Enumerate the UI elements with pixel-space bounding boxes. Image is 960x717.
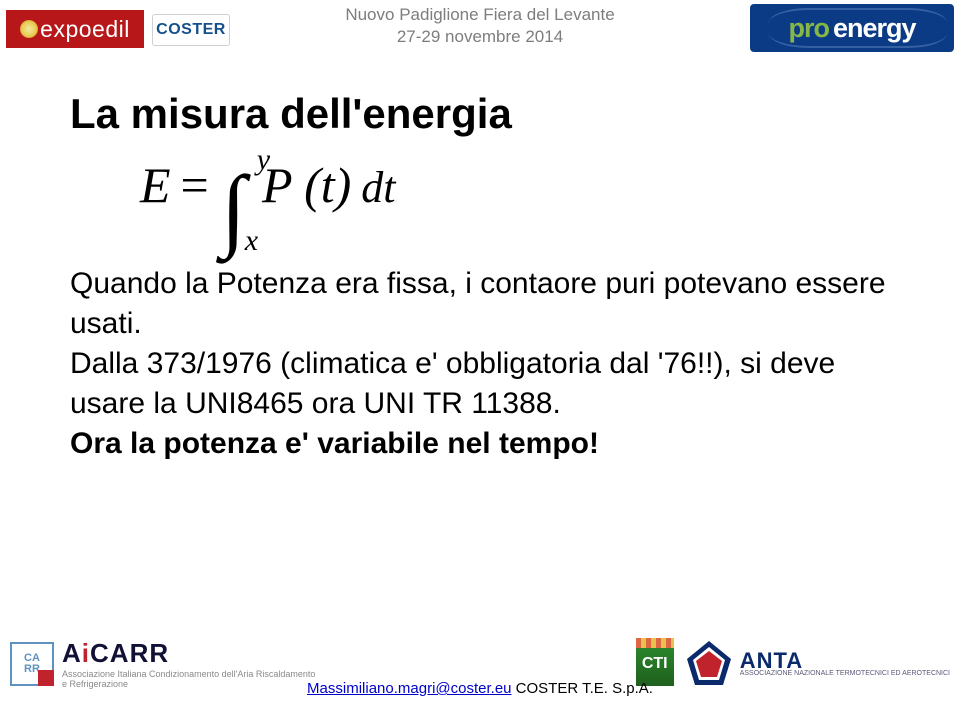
anta-text: ANTA xyxy=(740,652,950,670)
anta-subtitle: ASSOCIAZIONE NAZIONALE TERMOTECNICI ED A… xyxy=(740,670,950,677)
formula: E = y ∫ x P (t) dt xyxy=(140,156,890,234)
proenergy-logo: pro energy xyxy=(750,4,954,52)
footer-suffix: COSTER T.E. S.p.A. xyxy=(512,680,653,697)
formula-lhs: E xyxy=(140,157,171,213)
slide-page: expoedil COSTER Nuovo Padiglione Fiera d… xyxy=(0,0,960,717)
swoosh-icon xyxy=(768,8,948,48)
aicarr-carr: CARR xyxy=(90,638,169,668)
carr-logo: CA RR xyxy=(10,642,54,686)
body-line1: Quando la Potenza era fissa, i contaore … xyxy=(70,267,886,340)
integral-icon: ∫ xyxy=(221,173,246,243)
aicarr-logo: AiCARR xyxy=(62,638,169,668)
body-line3: Ora la potenza e' variabile nel tempo! xyxy=(70,427,599,460)
formula-equals: = xyxy=(181,157,209,213)
body-text: Quando la Potenza era fissa, i contaore … xyxy=(70,264,890,464)
header: expoedil COSTER Nuovo Padiglione Fiera d… xyxy=(0,0,960,58)
slide-content: La misura dell'energia E = y ∫ x P (t) d… xyxy=(70,90,890,464)
upper-limit: y xyxy=(257,143,270,177)
aicarr-i: i xyxy=(82,638,90,668)
carr-top: CA xyxy=(24,653,40,664)
body-line2: Dalla 373/1976 (climatica e' obbligatori… xyxy=(70,347,835,420)
differential: dt xyxy=(361,163,395,212)
lower-limit: x xyxy=(245,224,258,258)
integral-sign: y ∫ x xyxy=(221,163,246,234)
cti-text: CTI xyxy=(642,655,668,673)
footer-email-link[interactable]: Massimiliano.magri@coster.eu xyxy=(307,680,511,697)
slide-title: La misura dell'energia xyxy=(70,90,890,138)
footer: CA RR AiCARR Associazione Italiana Condi… xyxy=(0,629,960,717)
footer-credit: Massimiliano.magri@coster.eu COSTER T.E.… xyxy=(0,680,960,697)
integrand: P (t) xyxy=(262,157,351,213)
aicarr-a: A xyxy=(62,638,82,668)
carr-bot: RR xyxy=(24,664,40,675)
anta-text-block: ANTA ASSOCIAZIONE NAZIONALE TERMOTECNICI… xyxy=(740,652,950,677)
